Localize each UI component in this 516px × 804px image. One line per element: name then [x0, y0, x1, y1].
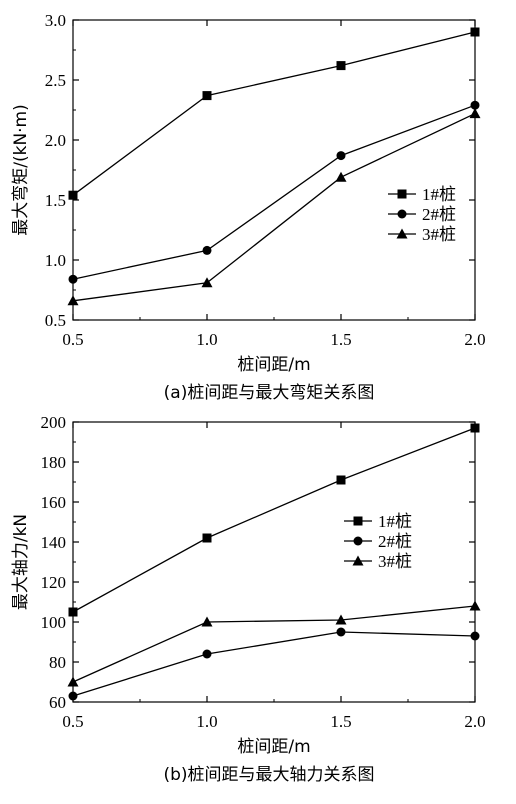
x-tick-label: 0.5 [62, 330, 83, 349]
data-point [67, 295, 79, 306]
legend-entry: 3#桩 [344, 552, 412, 571]
data-point [336, 151, 346, 161]
data-point [469, 600, 481, 611]
legend-marker [397, 189, 407, 199]
series-line [72, 113, 476, 302]
legend-label: 2#桩 [422, 205, 456, 224]
legend-label: 1#桩 [378, 512, 412, 531]
y-tick-label: 120 [41, 573, 67, 592]
series-3 [67, 600, 481, 687]
data-point [202, 649, 212, 659]
data-point [470, 100, 480, 110]
series-line [72, 31, 476, 196]
y-tick-label: 200 [41, 413, 67, 432]
data-point [470, 423, 480, 433]
legend-entry: 2#桩 [344, 532, 412, 551]
data-point [470, 27, 480, 37]
legend-entry: 1#桩 [344, 512, 412, 531]
x-tick-label: 2.0 [464, 330, 485, 349]
x-tick-label: 0.5 [62, 712, 83, 731]
legend-marker [353, 536, 363, 546]
series-1 [68, 423, 480, 617]
legend-marker [397, 209, 407, 219]
chart-1: 0.5 1.0 1.5 2.0 60 80 100 120 140 160 180 200 桩间距/m 最… [11, 413, 486, 785]
legend-marker [353, 516, 363, 526]
data-point [68, 691, 78, 701]
figure-caption: (b)桩间距与最大轴力关系图 [163, 765, 374, 785]
legend-label: 3#桩 [422, 225, 456, 244]
chart-0: 0.5 1.0 1.5 2.0 0.5 1.0 1.5 2.0 2.5 3.0 桩间距/m 最大弯矩/… [11, 11, 486, 403]
series-1 [68, 27, 480, 200]
legend-label: 2#桩 [378, 532, 412, 551]
legend-entry: 3#桩 [388, 225, 456, 244]
legend-marker [352, 555, 364, 566]
legend-label: 3#桩 [378, 552, 412, 571]
data-point [68, 190, 78, 200]
y-axis-label: 最大弯矩/(kN·m) [11, 104, 31, 236]
y-axis-label: 最大轴力/kN [11, 514, 31, 610]
series-3 [67, 108, 481, 306]
series-line [72, 427, 476, 613]
data-point [469, 108, 481, 119]
series-line [72, 104, 476, 280]
data-point [202, 91, 212, 101]
series-2 [68, 100, 480, 284]
data-point [202, 245, 212, 255]
series-2 [68, 627, 480, 701]
y-tick-label: 3.0 [45, 11, 66, 30]
data-point [336, 475, 346, 485]
legend-entry: 2#桩 [388, 205, 456, 224]
y-tick-label: 140 [41, 533, 67, 552]
x-tick-label: 1.5 [330, 712, 351, 731]
legend-entry: 1#桩 [388, 185, 456, 204]
data-point [470, 631, 480, 641]
y-tick-label: 2.5 [45, 71, 66, 90]
data-point [67, 676, 79, 687]
x-tick-label: 2.0 [464, 712, 485, 731]
x-tick-label: 1.0 [196, 712, 217, 731]
y-tick-label: 160 [41, 493, 67, 512]
plot-frame [72, 19, 476, 321]
x-axis-label: 桩间距/m [237, 355, 310, 375]
y-tick-label: 2.0 [45, 131, 66, 150]
y-tick-label: 60 [49, 693, 66, 712]
figure-caption: (a)桩间距与最大弯矩关系图 [164, 383, 375, 403]
data-point [201, 277, 213, 288]
data-point [68, 274, 78, 284]
y-tick-label: 0.5 [45, 311, 66, 330]
y-tick-label: 1.0 [45, 251, 66, 270]
plot-frame [72, 421, 476, 703]
data-point [336, 61, 346, 71]
data-point [202, 533, 212, 543]
y-tick-label: 1.5 [45, 191, 66, 210]
x-tick-label: 1.0 [196, 330, 217, 349]
data-point [201, 616, 213, 627]
y-tick-label: 80 [49, 653, 66, 672]
y-tick-label: 180 [41, 453, 67, 472]
data-point [335, 171, 347, 182]
data-point [68, 607, 78, 617]
series-line [72, 631, 476, 697]
y-tick-label: 100 [41, 613, 67, 632]
x-axis-label: 桩间距/m [237, 737, 310, 757]
data-point [335, 614, 347, 625]
data-point [336, 627, 346, 637]
legend-marker [396, 228, 408, 239]
legend-label: 1#桩 [422, 185, 456, 204]
series-line [72, 605, 476, 683]
x-tick-label: 1.5 [330, 330, 351, 349]
